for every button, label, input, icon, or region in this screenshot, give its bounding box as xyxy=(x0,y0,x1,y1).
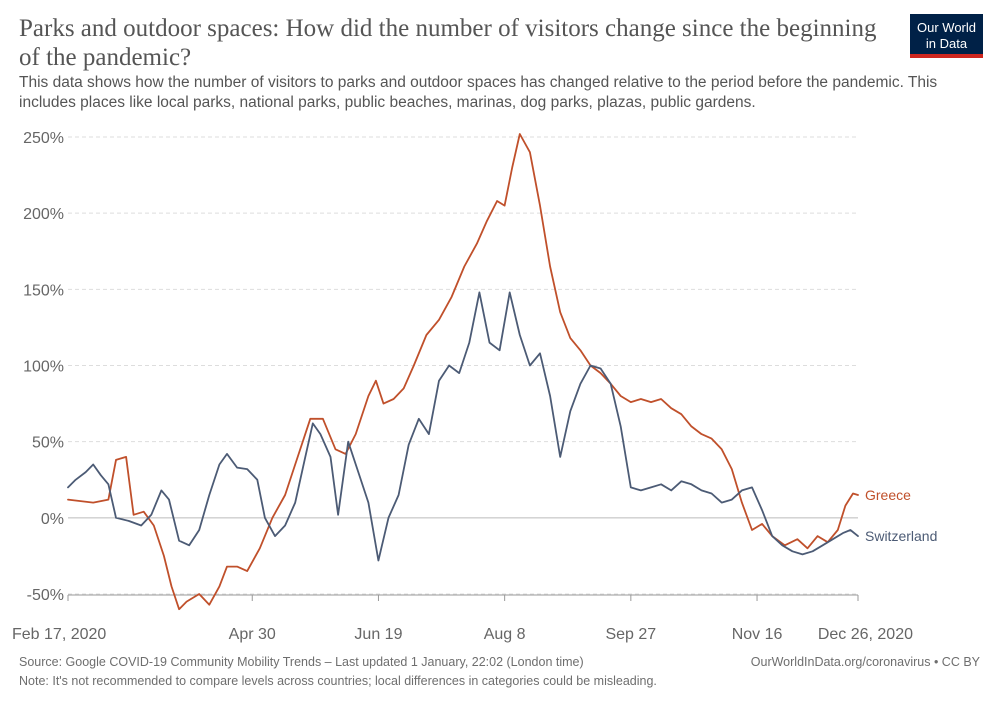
x-tick-label: Apr 30 xyxy=(229,626,276,643)
series-layer xyxy=(67,133,859,611)
footnote: Note: It's not recommended to compare le… xyxy=(19,674,657,688)
logo-accent-bar xyxy=(910,54,983,58)
x-tick-label: Feb 17, 2020 xyxy=(12,626,106,643)
y-tick-label: -50% xyxy=(27,587,64,604)
y-tick-label: 50% xyxy=(32,435,64,452)
y-tick-label: 200% xyxy=(23,206,64,223)
y-tick-label: 150% xyxy=(23,282,64,299)
logo-line-1: Our World xyxy=(917,20,976,35)
series-label-greece: Greece xyxy=(865,487,911,503)
grid-layer xyxy=(68,136,858,595)
axis-layer: -50% 0% 50% 100% 150% 200% 250% Feb 17, 2020 Apr… xyxy=(12,130,913,643)
y-tick-label: 100% xyxy=(23,359,64,376)
x-tick-label: Nov 16 xyxy=(732,626,783,643)
owid-logo[interactable]: Our World in Data xyxy=(910,14,983,58)
series-line-switzerland[interactable] xyxy=(67,291,859,562)
source-note: Source: Google COVID-19 Community Mobili… xyxy=(19,655,584,669)
x-tick-label: Jun 19 xyxy=(354,626,402,643)
y-tick-label: 250% xyxy=(23,130,64,147)
chart-title: Parks and outdoor spaces: How did the nu… xyxy=(19,15,877,71)
x-tick-label: Dec 26, 2020 xyxy=(818,626,913,643)
label-layer: Greece Switzerland xyxy=(865,487,937,544)
logo-line-2: in Data xyxy=(925,36,968,51)
series-label-switzerland: Switzerland xyxy=(865,528,937,544)
source-url[interactable]: OurWorldInData.org/coronavirus • CC BY xyxy=(750,655,980,669)
series-line-greece[interactable] xyxy=(67,133,859,611)
x-tick-label: Aug 8 xyxy=(484,626,526,643)
x-tick-label: Sep 27 xyxy=(605,626,656,643)
y-tick-label: 0% xyxy=(41,511,64,528)
chart-subtitle: This data shows how the number of visito… xyxy=(19,74,938,111)
